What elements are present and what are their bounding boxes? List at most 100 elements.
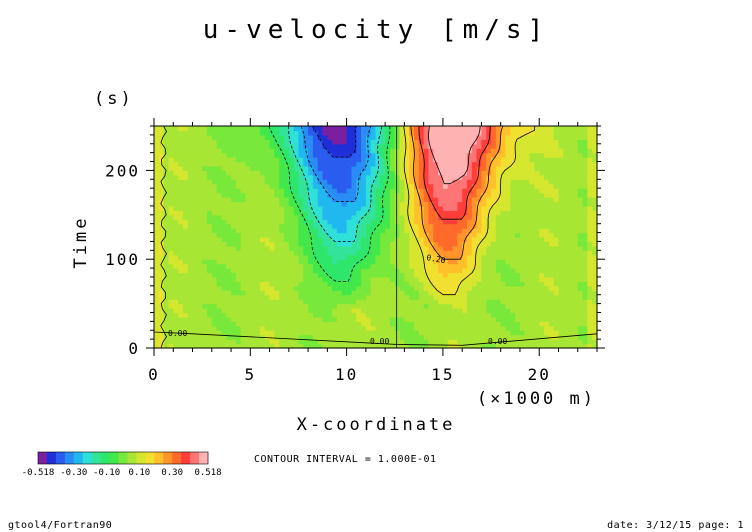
field-cell xyxy=(582,290,588,296)
field-cell xyxy=(259,294,266,300)
field-cell xyxy=(187,250,194,256)
field-cell xyxy=(173,214,179,220)
field-cell xyxy=(572,312,579,318)
field-cell xyxy=(534,179,540,185)
field-cell xyxy=(385,299,391,305)
field-cell xyxy=(365,312,372,318)
field-cell xyxy=(197,143,203,149)
field-cell xyxy=(476,272,483,278)
field-cell xyxy=(327,325,333,331)
field-cell xyxy=(587,126,593,132)
field-cell xyxy=(394,201,401,207)
field-cell xyxy=(457,325,463,331)
field-cell xyxy=(288,188,295,194)
field-cell xyxy=(399,299,405,305)
field-cell xyxy=(505,237,511,243)
field-cell xyxy=(327,330,333,336)
field-cell xyxy=(563,237,569,243)
field-cell xyxy=(442,205,449,211)
field-cell xyxy=(394,303,401,309)
field-cell xyxy=(529,232,536,238)
field-cell xyxy=(322,183,328,189)
field-cell xyxy=(361,334,367,340)
field-cell xyxy=(163,343,170,349)
field-cell xyxy=(438,134,444,140)
field-cell xyxy=(582,179,588,185)
field-cell xyxy=(158,339,165,345)
field-cell xyxy=(568,268,574,274)
field-cell xyxy=(346,126,353,132)
field-cell xyxy=(293,321,300,327)
field-cell xyxy=(553,152,560,158)
field-cell xyxy=(505,183,511,189)
field-cell xyxy=(519,254,526,260)
field-cell xyxy=(206,205,213,211)
field-cell xyxy=(370,299,377,305)
field-cell xyxy=(327,272,333,278)
field-cell xyxy=(308,139,314,145)
field-cell xyxy=(534,139,540,145)
field-cell xyxy=(495,303,502,309)
field-cell xyxy=(399,272,405,278)
field-cell xyxy=(500,126,507,132)
field-cell xyxy=(563,308,569,314)
field-cell xyxy=(154,148,160,154)
field-cell xyxy=(346,214,353,220)
field-cell xyxy=(414,165,420,171)
field-cell xyxy=(385,303,391,309)
field-cell xyxy=(327,294,333,300)
field-cell xyxy=(231,174,237,180)
field-cell xyxy=(365,245,372,251)
field-cell xyxy=(317,161,324,167)
field-cell xyxy=(279,228,285,234)
field-cell xyxy=(322,214,328,220)
field-cell xyxy=(211,250,218,256)
field-cell xyxy=(178,174,184,180)
field-cell xyxy=(356,241,362,247)
field-cell xyxy=(433,241,439,247)
field-cell xyxy=(471,210,478,216)
field-cell xyxy=(303,143,309,149)
field-cell xyxy=(351,339,357,345)
field-cell xyxy=(495,157,502,163)
field-cell xyxy=(544,157,550,163)
field-cell xyxy=(385,290,391,296)
contour-label: 0.20 xyxy=(426,253,447,265)
field-cell xyxy=(327,188,333,194)
field-cell xyxy=(288,254,295,260)
field-cell xyxy=(336,254,343,260)
field-cell xyxy=(544,250,550,256)
field-cell xyxy=(216,299,223,305)
field-cell xyxy=(284,210,290,216)
field-cell xyxy=(452,250,458,256)
field-cell xyxy=(389,130,396,136)
field-cell xyxy=(409,161,415,167)
field-cell xyxy=(519,339,526,345)
field-cell xyxy=(317,152,324,158)
field-cell xyxy=(553,237,560,243)
field-cell xyxy=(577,312,584,318)
field-cell xyxy=(553,316,560,322)
field-cell xyxy=(433,130,439,136)
field-cell xyxy=(466,330,473,336)
field-cell xyxy=(481,210,487,216)
field-cell xyxy=(154,339,160,345)
field-cell xyxy=(293,343,300,349)
field-cell xyxy=(235,285,242,291)
field-cell xyxy=(240,139,247,145)
field-cell xyxy=(154,325,160,331)
field-cell xyxy=(226,210,232,216)
field-cell xyxy=(495,299,502,305)
field-cell xyxy=(529,179,536,185)
field-cell xyxy=(471,299,478,305)
field-cell xyxy=(269,219,275,225)
field-cell xyxy=(462,290,468,296)
field-cell xyxy=(245,179,251,185)
field-cell xyxy=(259,201,266,207)
field-cell xyxy=(491,237,497,243)
field-cell xyxy=(365,157,372,163)
field-cell xyxy=(288,250,295,256)
field-cell xyxy=(375,219,381,225)
field-cell xyxy=(182,294,189,300)
field-cell xyxy=(447,183,454,189)
